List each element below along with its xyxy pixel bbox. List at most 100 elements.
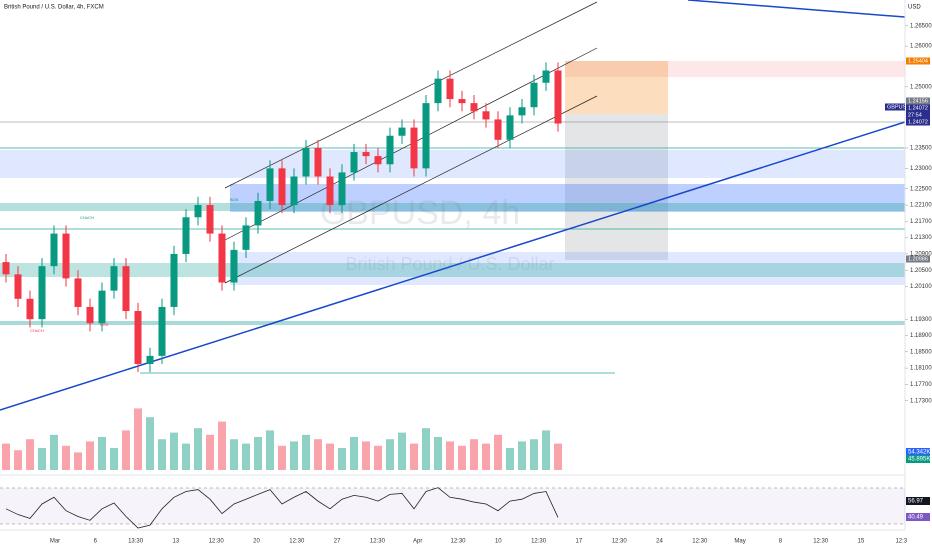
volume-bar <box>158 439 166 470</box>
volume-bar <box>326 443 334 470</box>
x-tick-label: 12:30 <box>370 539 386 545</box>
x-tick-label: 10 <box>495 539 502 545</box>
candle-body <box>362 152 370 157</box>
x-tick-label: Mar <box>50 539 60 545</box>
price-tag <box>906 111 930 119</box>
zone <box>0 263 905 277</box>
candle-body <box>218 233 226 283</box>
candle-body <box>266 168 274 201</box>
x-tick-label: 27 <box>334 539 341 545</box>
zone <box>0 203 905 211</box>
candle-body <box>38 266 46 320</box>
y-tick-label: 1.21300 <box>910 235 932 241</box>
price-tag-label: 1.24156 <box>908 98 928 104</box>
candle-body <box>14 274 22 299</box>
volume-bar <box>86 441 94 470</box>
x-tick-label: 12:30 <box>531 539 547 545</box>
x-tick-label: 6 <box>94 539 98 545</box>
x-tick-label: 12:30 <box>692 539 708 545</box>
volume-bar <box>518 441 526 470</box>
volume-bar <box>362 441 370 470</box>
y-tick-label: 1.25000 <box>910 84 932 90</box>
volume-bar <box>38 448 46 470</box>
candle-body <box>2 262 10 275</box>
volume-bar <box>134 408 142 470</box>
candle-body <box>110 266 118 291</box>
y-tick-label: 1.22500 <box>910 186 932 192</box>
y-tick-label: 1.17700 <box>910 382 932 388</box>
candle-body <box>62 233 70 279</box>
volume-bar <box>506 448 514 470</box>
annotation: CHoCH <box>30 328 44 333</box>
zone <box>0 321 905 325</box>
volume-bar <box>470 439 478 470</box>
volume-bar <box>122 430 130 470</box>
rsi-band <box>0 488 905 524</box>
candle-body <box>146 355 154 365</box>
price-tag-label: GBPUSD <box>887 104 910 110</box>
volume-bar <box>170 432 178 470</box>
candle-body <box>434 78 442 104</box>
candle-body <box>158 306 166 356</box>
price-tag <box>906 118 930 126</box>
candle-body <box>482 111 490 120</box>
candle-body <box>194 205 202 218</box>
volume-bar <box>554 443 562 470</box>
channel <box>224 1 598 189</box>
volume-bar <box>290 441 298 470</box>
price-tag <box>906 57 930 65</box>
axis-tag-label: 56.97 <box>908 499 924 505</box>
candle-body <box>326 176 334 206</box>
y-tick-label: 1.17300 <box>910 398 932 404</box>
candle-body <box>458 99 466 104</box>
volume-bar <box>386 439 394 470</box>
candle-body <box>374 156 382 165</box>
candle-body <box>50 233 58 267</box>
y-tick-label: 1.20900 <box>910 252 932 258</box>
candle-body <box>542 70 550 83</box>
y-tick-label: 1.26000 <box>910 44 932 50</box>
candle-body <box>494 119 502 140</box>
axis-tag <box>906 513 930 521</box>
candle-body <box>26 298 34 320</box>
y-tick-label: 1.21700 <box>910 219 932 225</box>
price-tag-label: 1.24072 <box>908 119 928 125</box>
candle-body <box>530 82 538 108</box>
volume-bar <box>74 452 82 470</box>
volume-bar <box>194 428 202 470</box>
candle-body <box>410 127 418 169</box>
y-tick-label: 1.20100 <box>910 284 932 290</box>
x-tick-label: May <box>734 539 745 545</box>
volume-bar <box>482 443 490 470</box>
zone <box>230 252 905 285</box>
currency: USD <box>908 5 921 11</box>
x-tick-label: 13:30 <box>128 539 144 545</box>
volume-bar <box>2 443 10 470</box>
x-tick-label: 12:30 <box>289 539 305 545</box>
axis-tag <box>906 455 930 463</box>
y-tick-label: 1.18500 <box>910 349 932 355</box>
volume-bar <box>98 437 106 470</box>
volume-bar <box>146 417 154 470</box>
candle-body <box>86 306 94 324</box>
volume-bar <box>278 445 286 470</box>
candle-body <box>278 168 286 206</box>
price-tag-label: 1.25404 <box>908 58 928 64</box>
volume-bar <box>530 439 538 470</box>
y-tick-label: 1.18100 <box>910 366 932 372</box>
axis-tag-label: 40.49 <box>908 515 924 521</box>
chart-title: British Pound / U.S. Dollar, 4h, FXCM <box>4 5 104 11</box>
volume-bar <box>314 439 322 470</box>
price-tag <box>885 103 905 111</box>
volume-bar <box>302 434 310 470</box>
y-tick-label: 1.26500 <box>910 23 932 29</box>
candle-body <box>554 70 562 124</box>
candle-body <box>350 152 358 173</box>
candle-body <box>74 278 82 307</box>
volume-bar <box>110 448 118 470</box>
candle-body <box>134 311 142 365</box>
x-tick-label: 20 <box>253 539 260 545</box>
volume-bar <box>410 443 418 470</box>
